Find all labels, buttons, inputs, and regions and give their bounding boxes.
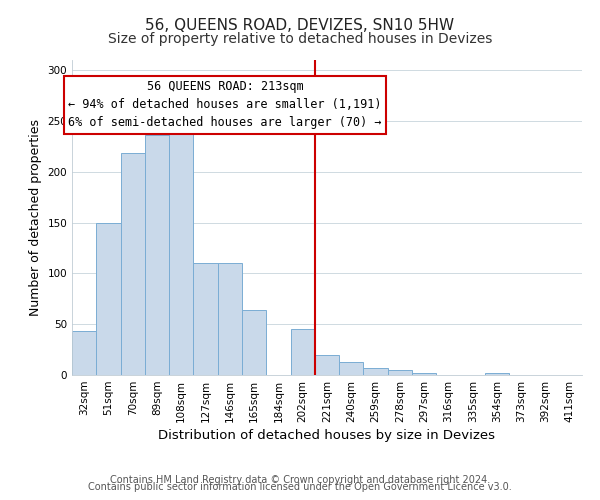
Text: Contains public sector information licensed under the Open Government Licence v3: Contains public sector information licen… <box>88 482 512 492</box>
Bar <box>121 154 145 375</box>
Bar <box>315 354 339 375</box>
Bar <box>218 263 242 375</box>
Bar <box>412 373 436 375</box>
Bar <box>290 330 315 375</box>
Bar <box>193 263 218 375</box>
X-axis label: Distribution of detached houses by size in Devizes: Distribution of detached houses by size … <box>158 429 496 442</box>
Bar <box>72 332 96 375</box>
Bar <box>242 310 266 375</box>
Text: Contains HM Land Registry data © Crown copyright and database right 2024.: Contains HM Land Registry data © Crown c… <box>110 475 490 485</box>
Bar <box>485 373 509 375</box>
Bar <box>96 222 121 375</box>
Bar <box>169 123 193 375</box>
Text: 56 QUEENS ROAD: 213sqm
← 94% of detached houses are smaller (1,191)
6% of semi-d: 56 QUEENS ROAD: 213sqm ← 94% of detached… <box>68 80 382 130</box>
Bar <box>145 135 169 375</box>
Bar <box>339 362 364 375</box>
Bar <box>388 370 412 375</box>
Text: 56, QUEENS ROAD, DEVIZES, SN10 5HW: 56, QUEENS ROAD, DEVIZES, SN10 5HW <box>145 18 455 32</box>
Bar <box>364 368 388 375</box>
Text: Size of property relative to detached houses in Devizes: Size of property relative to detached ho… <box>108 32 492 46</box>
Y-axis label: Number of detached properties: Number of detached properties <box>29 119 42 316</box>
